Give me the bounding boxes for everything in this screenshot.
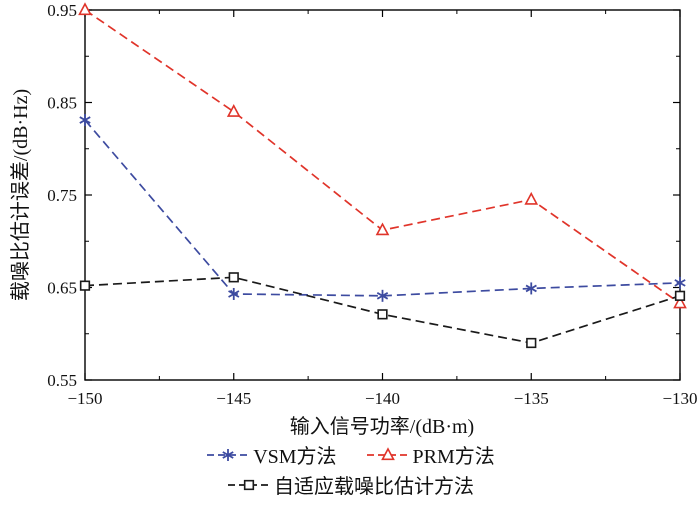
- legend-item: 自适应载噪比估计方法: [226, 470, 474, 499]
- square-marker: [526, 337, 537, 349]
- triangle-marker: [380, 446, 395, 460]
- series-line-asterisk: [84, 119, 681, 297]
- y-tick-label: 0.95: [47, 1, 77, 20]
- y-tick-label: 0.55: [47, 371, 77, 390]
- line-chart: 载噪比估计误差/(dB·Hz) 输入信号功率/(dB·m) −150 −145 −1…: [9, 1, 698, 438]
- asterisk-marker: [525, 284, 537, 293]
- legend-row: VSM方法 PRM方法: [205, 440, 495, 469]
- legend-label: VSM方法: [253, 446, 337, 468]
- legend-row: 自适应载噪比估计方法: [226, 470, 474, 499]
- x-tick-label: −135: [514, 389, 549, 408]
- legend: VSM方法 PRM方法自适应载噪比估计方法: [205, 440, 495, 499]
- legend-item: PRM方法: [365, 440, 495, 469]
- triangle-marker: [226, 104, 241, 117]
- triangle-marker: [78, 2, 92, 16]
- square-marker: [377, 309, 388, 320]
- triangle-marker: [673, 295, 687, 309]
- y-axis-label: 载噪比估计误差/(dB·Hz): [9, 89, 32, 301]
- y-tick-label: 0.65: [47, 279, 77, 298]
- x-tick-label: −150: [67, 389, 102, 408]
- x-axis-label: 输入信号功率/(dB·m): [290, 415, 474, 438]
- legend-label: 自适应载噪比估计方法: [273, 476, 474, 498]
- square-marker: [243, 479, 255, 490]
- square-legend-sample: [227, 479, 270, 490]
- asterisk-legend-sample: [207, 448, 250, 461]
- triangle-marker: [524, 191, 539, 205]
- square-marker: [79, 280, 91, 291]
- plot-border: [84, 9, 681, 381]
- x-tick-label: −145: [216, 389, 251, 408]
- asterisk-marker: [228, 290, 240, 298]
- square-marker: [674, 290, 686, 301]
- y-tick-label: 0.75: [47, 186, 77, 205]
- asterisk-marker: [674, 279, 686, 287]
- asterisk-marker: [222, 450, 234, 459]
- series-line-triangle: [84, 9, 681, 304]
- legend-label: PRM方法: [412, 446, 495, 468]
- triangle-legend-sample: [366, 446, 409, 460]
- x-tick-label: −130: [662, 389, 697, 408]
- x-tick-label: −140: [365, 389, 400, 408]
- plot-area: −150 −145 −140 −135 −130 0.55 0.65 0.75 0.85 0.95: [47, 1, 697, 408]
- legend-item: VSM方法: [205, 440, 337, 469]
- triangle-marker: [375, 222, 390, 236]
- square-marker: [228, 272, 239, 283]
- asterisk-marker: [79, 116, 91, 124]
- y-tick-label: 0.85: [47, 94, 77, 113]
- asterisk-marker: [376, 292, 389, 300]
